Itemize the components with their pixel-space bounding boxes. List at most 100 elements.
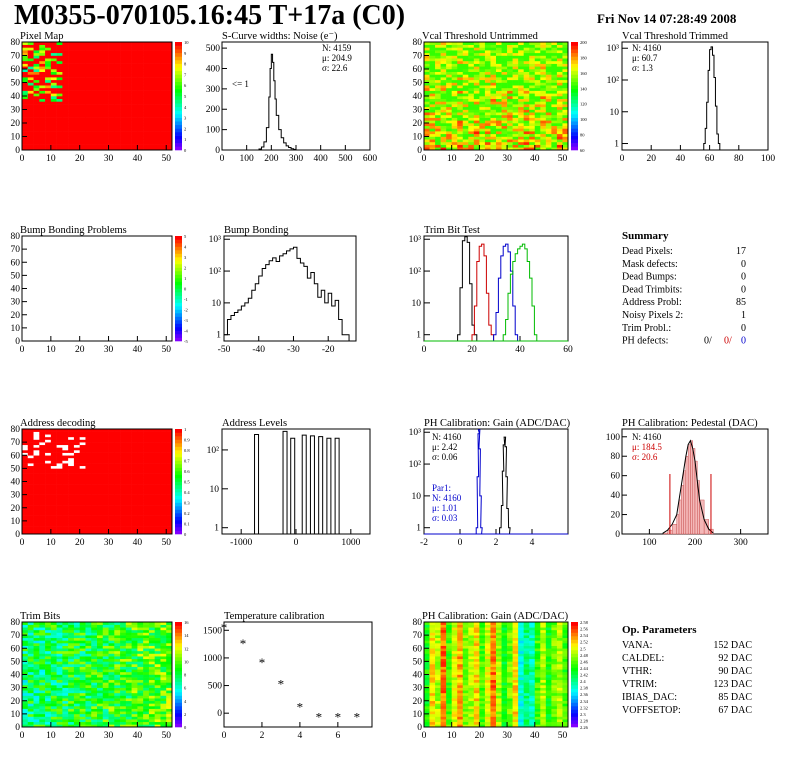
heatmap-cell	[108, 114, 115, 118]
heatmap-cell	[143, 661, 150, 665]
heatmap-cell	[79, 502, 86, 506]
heatmap-cell	[79, 139, 86, 143]
heatmap-cell	[523, 50, 530, 54]
heatmap-cell	[120, 104, 127, 108]
heatmap-cell	[137, 98, 144, 102]
heatmap-cell	[440, 622, 447, 625]
heatmap-cell	[39, 719, 46, 723]
heatmap-cell	[97, 47, 104, 51]
heatmap-cell	[551, 42, 558, 45]
heatmap-cell	[22, 669, 29, 673]
heatmap-cell	[125, 640, 132, 644]
heatmap-cell	[27, 690, 34, 694]
heatmap-cell	[73, 93, 80, 97]
heatmap-cell	[22, 531, 29, 535]
heatmap-cell	[496, 144, 502, 148]
heatmap-cell	[154, 87, 161, 91]
heatmap-cell	[490, 52, 497, 56]
heatmap-cell	[120, 141, 127, 145]
heatmap-cell	[114, 63, 121, 67]
heatmap-cell	[56, 505, 63, 509]
heatmap-cell	[166, 468, 173, 472]
heatmap-cell	[108, 77, 115, 81]
heatmap-cell	[45, 47, 52, 51]
heatmap-cell	[148, 74, 155, 78]
heatmap-cell	[62, 677, 69, 681]
heatmap-cell	[496, 101, 502, 105]
y-tick-label: 80	[11, 232, 21, 242]
heatmap-cell	[45, 87, 52, 91]
heatmap-cell	[468, 52, 475, 56]
heatmap-cell	[39, 624, 46, 628]
heatmap-cell	[160, 669, 167, 673]
heatmap-cell	[102, 131, 109, 135]
heatmap-cell	[131, 622, 138, 625]
x-tick-label: 400	[314, 154, 329, 164]
heatmap-cell	[56, 79, 63, 83]
heatmap-cell	[496, 120, 502, 124]
heatmap-cell	[125, 69, 132, 72]
heatmap-cell	[73, 478, 80, 482]
heatmap-cell	[523, 141, 530, 145]
heatmap-cell	[534, 144, 541, 148]
heatmap-cell	[166, 85, 173, 89]
heatmap-cell	[68, 484, 75, 488]
heatmap-cell	[45, 455, 52, 459]
heatmap-cell	[22, 645, 29, 649]
heatmap-cell	[562, 123, 569, 126]
heatmap-cell	[148, 136, 155, 140]
heatmap-cell	[22, 510, 29, 514]
heatmap-cell	[79, 452, 86, 456]
heatmap-cell	[143, 526, 150, 530]
heatmap-cell	[435, 629, 441, 633]
heatmap-cell	[166, 531, 173, 535]
heatmap-cell	[91, 77, 98, 81]
heatmap-cell	[27, 44, 34, 48]
heatmap-cell	[39, 700, 46, 704]
heatmap-cell	[102, 468, 109, 472]
heatmap-cell	[154, 695, 161, 699]
heatmap-cell	[137, 703, 144, 707]
heatmap-cell	[462, 139, 469, 143]
heatmap-cell	[50, 507, 57, 511]
heatmap-cell	[97, 724, 104, 728]
heatmap-cell	[22, 643, 29, 646]
heatmap-cell	[68, 109, 75, 113]
heatmap-cell	[97, 531, 104, 535]
heatmap-cell	[33, 674, 40, 678]
heatmap-cell	[73, 71, 80, 75]
heatmap-cell	[137, 643, 144, 646]
heatmap-cell	[143, 510, 150, 514]
heatmap-cell	[451, 104, 458, 108]
heatmap-cell	[160, 93, 167, 97]
heatmap-cell	[446, 653, 452, 657]
heatmap-cell	[479, 106, 486, 110]
heatmap-cell	[512, 50, 519, 54]
colorbar-label: -5	[184, 339, 188, 344]
x-tick-label: 500	[338, 154, 353, 164]
heatmap-cell	[160, 713, 167, 717]
heatmap-cell	[120, 93, 127, 97]
heatmap-cell	[534, 128, 541, 132]
heatmap-cell	[22, 114, 29, 118]
heatmap-cell	[91, 52, 98, 56]
heatmap-cell	[143, 117, 150, 121]
heatmap-cell	[545, 47, 552, 51]
heatmap-cell	[154, 133, 161, 137]
y-tick-label: 40	[11, 92, 21, 102]
heatmap-cell	[73, 444, 80, 448]
heatmap-cell	[102, 136, 109, 140]
heatmap-cell	[79, 60, 86, 64]
heatmap-cell	[154, 147, 161, 151]
heatmap-cell	[22, 719, 29, 723]
heatmap-cell	[545, 106, 552, 110]
heatmap-cell	[562, 69, 569, 72]
heatmap-cell	[50, 447, 57, 451]
heatmap-cell	[22, 87, 29, 91]
heatmap-cell	[102, 703, 109, 707]
heatmap-cell	[62, 531, 69, 535]
heatmap-cell	[148, 679, 155, 683]
heatmap-cell	[446, 629, 452, 633]
heatmap-cell	[446, 671, 452, 675]
heatmap-cell	[45, 481, 52, 485]
